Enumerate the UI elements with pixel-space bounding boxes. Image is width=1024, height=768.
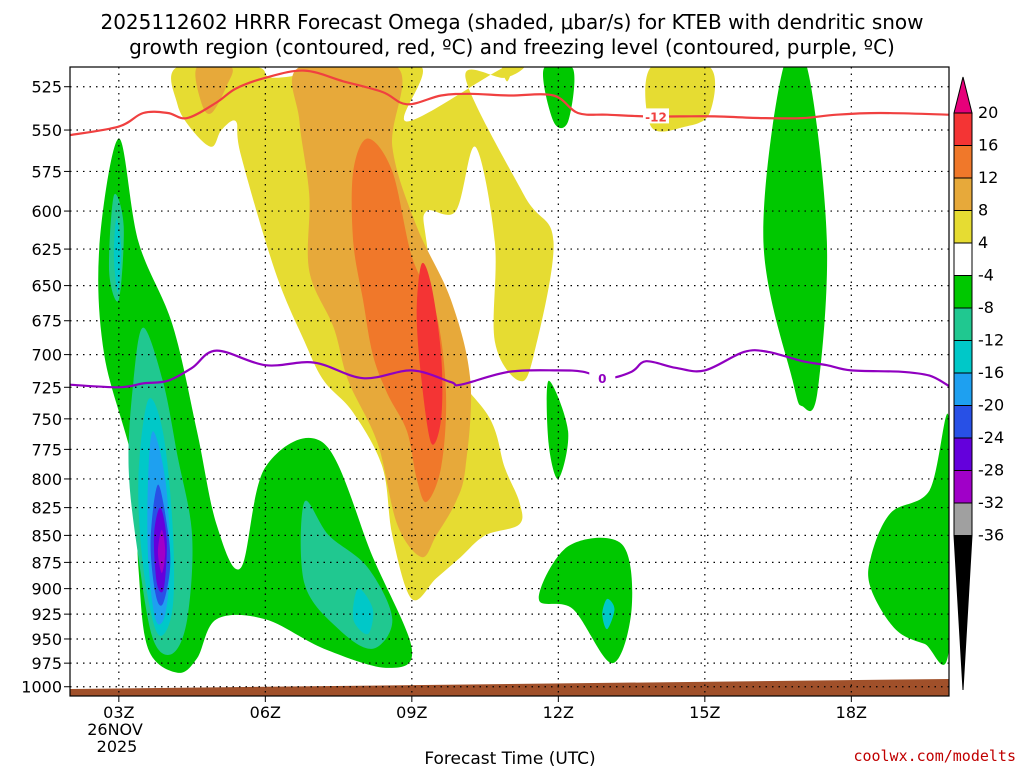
colorbar-tick-label: -24 bbox=[978, 428, 1004, 447]
colorbar-tick-label: 12 bbox=[978, 168, 998, 187]
colorbar-tick-label: -4 bbox=[978, 266, 994, 285]
colorbar-swatch bbox=[953, 210, 973, 244]
colorbar-tick-label: -32 bbox=[978, 493, 1004, 512]
colorbar-swatch bbox=[953, 437, 973, 471]
date-year-label: 2025 bbox=[97, 737, 138, 756]
colorbar-tick-label: 16 bbox=[978, 136, 998, 155]
y-tick-label: 925 bbox=[31, 605, 62, 624]
colorbar-tick-label: -12 bbox=[978, 331, 1004, 350]
colorbar-swatch bbox=[953, 242, 973, 276]
colorbar-tick-label: 20 bbox=[978, 103, 998, 122]
colorbar-tick-label: 8 bbox=[978, 201, 988, 220]
colorbar-tick-label: -16 bbox=[978, 363, 1004, 382]
y-tick-label: 700 bbox=[31, 346, 62, 365]
chart-title-line2: growth region (contoured, red, ºC) and f… bbox=[129, 35, 895, 59]
y-tick-label: 750 bbox=[31, 410, 62, 429]
x-tick-label: 15Z bbox=[689, 703, 720, 722]
omega-region bbox=[195, 67, 233, 114]
x-axis-label: Forecast Time (UTC) bbox=[424, 749, 595, 768]
y-tick-label: 850 bbox=[31, 526, 62, 545]
contour-line bbox=[70, 349, 949, 389]
contour-label-bg bbox=[643, 108, 669, 124]
x-axis: 03Z 06Z 09Z 12Z 15Z 18Z bbox=[103, 696, 867, 722]
colorbar-swatch bbox=[953, 275, 973, 309]
colorbar-swatch bbox=[953, 177, 973, 211]
colorbar-tick-label: -36 bbox=[978, 526, 1004, 545]
contour-label: 0 bbox=[598, 372, 606, 386]
omega-region bbox=[868, 413, 949, 665]
x-tick-label: 06Z bbox=[250, 703, 281, 722]
colorbar-tick-label: -20 bbox=[978, 396, 1004, 415]
credit-text: coolwx.com/modelts bbox=[853, 747, 1016, 765]
y-tick-label: 575 bbox=[31, 162, 62, 181]
y-tick-label: 825 bbox=[31, 499, 62, 518]
colorbar-swatch bbox=[953, 405, 973, 439]
omega-region bbox=[502, 67, 513, 82]
date-day-label: 26NOV bbox=[87, 720, 143, 739]
colorbar-tick-label: -28 bbox=[978, 461, 1004, 480]
colorbar-swatch bbox=[953, 112, 973, 146]
contour-lines: -12 0 bbox=[70, 69, 949, 389]
omega-region bbox=[113, 218, 122, 293]
y-tick-label: 875 bbox=[31, 553, 62, 572]
colorbar: 20 16 12 8 4 -4 -8 -12 -16 -20 -24 -28 -32 -36 bbox=[953, 76, 1004, 691]
colorbar-tick-label: -8 bbox=[978, 298, 994, 317]
x-tick-label: 12Z bbox=[543, 703, 574, 722]
omega-region bbox=[351, 138, 447, 503]
contour-label: -12 bbox=[645, 110, 667, 124]
omega-region bbox=[157, 529, 166, 573]
colorbar-swatch bbox=[953, 372, 973, 406]
grid-lines bbox=[70, 67, 949, 696]
contour-label-bg bbox=[589, 370, 616, 386]
terrain-fill bbox=[70, 679, 949, 696]
colorbar-swatch bbox=[953, 502, 973, 536]
y-tick-label: 900 bbox=[31, 580, 62, 599]
y-tick-label: 650 bbox=[31, 277, 62, 296]
x-tick-label: 03Z bbox=[103, 703, 134, 722]
colorbar-swatch bbox=[953, 470, 973, 504]
y-tick-label: 600 bbox=[31, 202, 62, 221]
omega-region bbox=[416, 262, 443, 445]
y-tick-label: 800 bbox=[31, 470, 62, 489]
omega-region bbox=[763, 67, 828, 412]
x-tick-label: 09Z bbox=[396, 703, 427, 722]
y-tick-label: 525 bbox=[31, 78, 62, 97]
colorbar-swatch bbox=[953, 145, 973, 179]
y-tick-label: 675 bbox=[31, 312, 62, 331]
y-tick-label: 550 bbox=[31, 121, 62, 140]
omega-region bbox=[538, 537, 633, 664]
y-tick-label: 1000 bbox=[21, 678, 62, 697]
omega-shading bbox=[98, 67, 949, 673]
y-axis: 525 550 575 600 625 650 675 700 725 750 775 800 825 8… bbox=[21, 78, 70, 697]
colorbar-swatch bbox=[953, 340, 973, 374]
colorbar-tick-label: 4 bbox=[978, 233, 988, 252]
omega-region bbox=[546, 380, 569, 480]
y-tick-label: 625 bbox=[31, 240, 62, 259]
y-tick-label: 950 bbox=[31, 630, 62, 649]
omega-region bbox=[352, 588, 374, 635]
contour-line bbox=[70, 69, 949, 137]
omega-region bbox=[602, 598, 615, 630]
colorbar-top-arrow bbox=[953, 76, 973, 114]
chart-title-line1: 2025112602 HRRR Forecast Omega (shaded, … bbox=[100, 10, 923, 34]
x-tick-label: 18Z bbox=[836, 703, 867, 722]
y-tick-label: 725 bbox=[31, 378, 62, 397]
colorbar-bottom-arrow bbox=[953, 535, 973, 691]
plot-frame bbox=[69, 66, 950, 697]
y-tick-label: 775 bbox=[31, 440, 62, 459]
y-tick-label: 975 bbox=[31, 654, 62, 673]
terrain-layer bbox=[70, 679, 949, 696]
colorbar-swatch bbox=[953, 307, 973, 341]
